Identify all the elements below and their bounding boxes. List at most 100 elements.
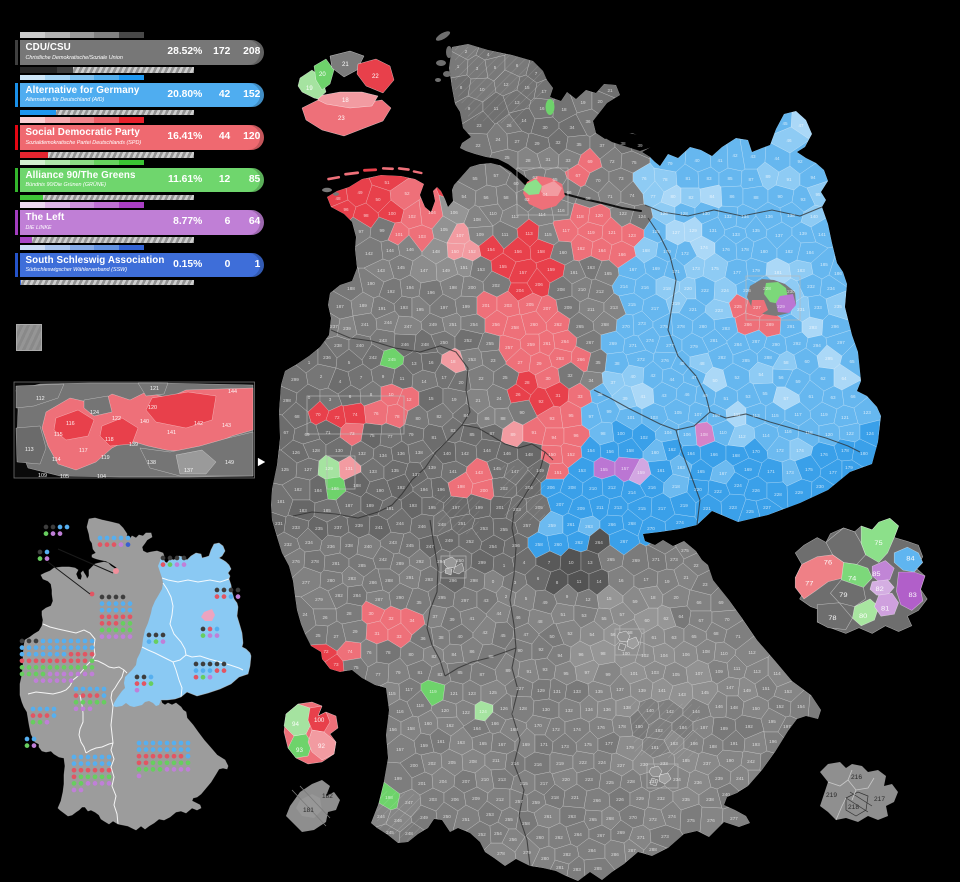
svg-text:177: 177 (829, 470, 837, 475)
svg-text:228: 228 (627, 779, 635, 784)
svg-text:117: 117 (79, 448, 88, 454)
svg-text:29: 29 (352, 629, 358, 634)
svg-text:253: 253 (468, 357, 476, 362)
svg-text:277: 277 (666, 343, 674, 348)
svg-text:248: 248 (405, 831, 413, 836)
svg-text:42: 42 (482, 630, 488, 635)
svg-text:192: 192 (387, 289, 395, 294)
svg-text:154: 154 (487, 247, 495, 252)
svg-text:67: 67 (698, 618, 704, 623)
svg-text:197: 197 (440, 305, 448, 310)
svg-text:294: 294 (813, 343, 821, 348)
svg-text:102: 102 (408, 214, 416, 219)
svg-text:133: 133 (732, 232, 740, 237)
svg-text:77: 77 (805, 581, 813, 588)
svg-text:184: 184 (314, 488, 322, 493)
svg-text:144: 144 (228, 389, 237, 395)
svg-text:174: 174 (700, 245, 708, 250)
svg-text:295: 295 (438, 595, 446, 600)
svg-text:169: 169 (652, 266, 660, 271)
svg-text:208: 208 (557, 287, 565, 292)
svg-text:25: 25 (502, 375, 508, 380)
svg-text:147: 147 (726, 685, 734, 690)
svg-text:252: 252 (478, 832, 486, 837)
svg-text:251: 251 (449, 322, 457, 327)
svg-text:78: 78 (662, 177, 668, 182)
svg-text:282: 282 (563, 852, 571, 857)
svg-text:288: 288 (385, 578, 393, 583)
svg-text:248: 248 (438, 522, 446, 527)
svg-text:2: 2 (505, 594, 508, 599)
svg-text:250: 250 (456, 558, 464, 563)
svg-text:24: 24 (302, 612, 308, 617)
svg-text:242: 242 (747, 759, 755, 764)
svg-text:260: 260 (554, 542, 562, 547)
svg-text:162: 162 (577, 246, 585, 251)
svg-text:179: 179 (845, 465, 853, 470)
svg-text:3: 3 (329, 397, 332, 402)
svg-text:224: 224 (598, 760, 606, 765)
svg-text:213: 213 (610, 305, 618, 310)
svg-text:227: 227 (617, 763, 625, 768)
svg-text:23: 23 (702, 582, 708, 587)
svg-text:61: 61 (651, 635, 657, 640)
svg-text:206: 206 (547, 485, 555, 490)
svg-text:52: 52 (567, 631, 573, 636)
svg-text:203: 203 (513, 507, 521, 512)
svg-text:273: 273 (670, 557, 678, 562)
svg-text:104: 104 (428, 210, 436, 215)
svg-text:110: 110 (719, 430, 727, 435)
svg-text:118: 118 (416, 703, 424, 708)
svg-text:161: 161 (570, 270, 578, 275)
svg-text:109: 109 (712, 413, 720, 418)
svg-text:250: 250 (443, 814, 451, 819)
svg-text:244: 244 (384, 320, 392, 325)
svg-text:288: 288 (764, 355, 772, 360)
svg-text:183: 183 (299, 508, 307, 513)
svg-text:285: 285 (594, 866, 602, 871)
svg-text:105: 105 (672, 672, 680, 677)
svg-text:89: 89 (505, 668, 511, 673)
svg-text:50: 50 (712, 378, 718, 383)
svg-text:264: 264 (595, 540, 603, 545)
svg-text:68: 68 (294, 414, 300, 419)
svg-text:127: 127 (304, 467, 312, 472)
svg-text:143: 143 (377, 268, 385, 273)
svg-text:290: 290 (772, 342, 780, 347)
svg-text:97: 97 (358, 229, 364, 234)
svg-text:119: 119 (820, 412, 828, 417)
svg-text:76: 76 (373, 411, 379, 416)
svg-text:52: 52 (404, 191, 410, 196)
svg-text:82: 82 (436, 414, 442, 419)
svg-text:164: 164 (687, 451, 695, 456)
svg-text:72: 72 (323, 649, 329, 654)
svg-text:33: 33 (577, 394, 583, 399)
svg-text:298: 298 (283, 398, 291, 403)
svg-text:109: 109 (715, 669, 723, 674)
svg-text:179: 179 (626, 745, 634, 750)
svg-text:76: 76 (824, 560, 832, 567)
svg-text:252: 252 (464, 338, 472, 343)
svg-text:122: 122 (462, 710, 470, 715)
svg-text:177: 177 (605, 741, 613, 746)
svg-text:101: 101 (627, 415, 635, 420)
svg-text:11: 11 (577, 579, 582, 584)
svg-text:173: 173 (786, 470, 794, 475)
svg-text:256: 256 (512, 543, 520, 548)
svg-text:203: 203 (504, 303, 512, 308)
svg-text:19: 19 (306, 86, 313, 92)
svg-text:201: 201 (418, 781, 426, 786)
svg-text:160: 160 (559, 250, 567, 255)
svg-text:235: 235 (315, 526, 323, 531)
svg-text:74: 74 (848, 576, 856, 583)
svg-text:292: 292 (416, 559, 424, 564)
svg-text:103: 103 (650, 415, 658, 420)
svg-text:221: 221 (571, 795, 579, 800)
svg-text:74: 74 (352, 412, 358, 417)
svg-text:82: 82 (688, 195, 694, 200)
svg-text:187: 187 (336, 304, 344, 309)
svg-text:249: 249 (429, 322, 437, 327)
svg-text:106: 106 (683, 432, 691, 437)
svg-text:161: 161 (657, 468, 665, 473)
svg-text:112: 112 (511, 214, 519, 219)
